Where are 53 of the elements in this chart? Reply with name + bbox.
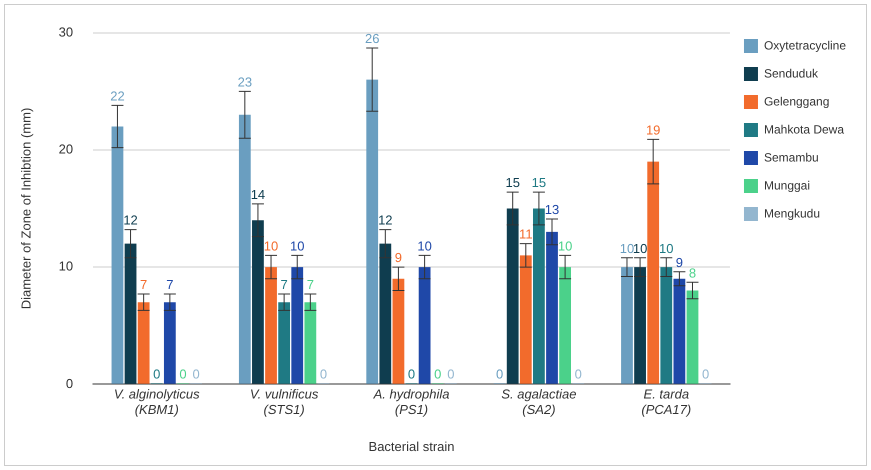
data-label: 10 [558, 238, 572, 254]
data-label: 10 [417, 238, 432, 254]
data-label: 8 [688, 265, 696, 280]
data-label: 9 [676, 254, 684, 270]
legend-label: Senduduk [764, 66, 820, 80]
x-tick-label: V. alginolyticus (KBM1) [114, 386, 200, 418]
data-label: 0 [192, 366, 200, 382]
data-label: 19 [646, 122, 660, 138]
data-label: 0 [702, 366, 710, 382]
data-label: 7 [306, 277, 314, 292]
data-label: 22 [110, 88, 125, 104]
data-label: 23 [238, 74, 252, 90]
data-label: 0 [179, 366, 187, 382]
data-label: 10 [264, 238, 278, 254]
data-label: 12 [378, 212, 393, 228]
data-label: 7 [140, 277, 148, 292]
data-label: 10 [659, 240, 674, 256]
x-tick-label: V. vulnificus (STS1) [250, 386, 319, 418]
y-tick-label: 0 [66, 376, 74, 391]
legend-label: Semambu [764, 150, 819, 164]
data-label: 7 [166, 277, 174, 292]
data-label: 12 [123, 212, 138, 228]
data-label: 10 [632, 240, 648, 256]
y-tick-label: 20 [58, 142, 74, 157]
x-tick-label: A. hydrophila (PS1) [372, 386, 450, 418]
x-tick-label: E. tarda (PCA17) [641, 386, 692, 418]
x-tick-label: S. agalactiae (SA2) [501, 386, 576, 418]
data-label: 26 [364, 31, 380, 46]
legend-label: Mahkota Dewa [764, 122, 844, 136]
data-label: 0 [447, 366, 454, 382]
data-label: 10 [290, 238, 304, 254]
data-label: 15 [505, 175, 520, 190]
data-label: 0 [408, 366, 416, 382]
legend-label: Gelenggang [764, 94, 830, 108]
data-label: 14 [250, 186, 266, 202]
data-label: 0 [434, 366, 442, 382]
data-label: 0 [496, 366, 504, 382]
legend-label: Mengkudu [764, 206, 820, 220]
data-label: 11 [519, 226, 533, 242]
data-label: 0 [153, 366, 160, 382]
data-label: 13 [544, 202, 560, 218]
data-label: 0 [574, 366, 582, 382]
data-label: 7 [280, 277, 288, 292]
legend-label: Munggai [764, 178, 810, 192]
data-label: 0 [320, 366, 328, 382]
y-tick-label: 30 [58, 24, 74, 40]
x-axis-title: Bacterial strain [368, 438, 455, 454]
y-tick-label: 10 [58, 258, 74, 274]
legend-label: Oxytetracycline [764, 38, 846, 52]
data-label: 10 [620, 240, 634, 256]
data-label: 15 [532, 175, 546, 190]
y-axis-title: Diameter of Zone of Inhibtion (mm) [18, 108, 34, 310]
data-label: 9 [394, 250, 402, 266]
